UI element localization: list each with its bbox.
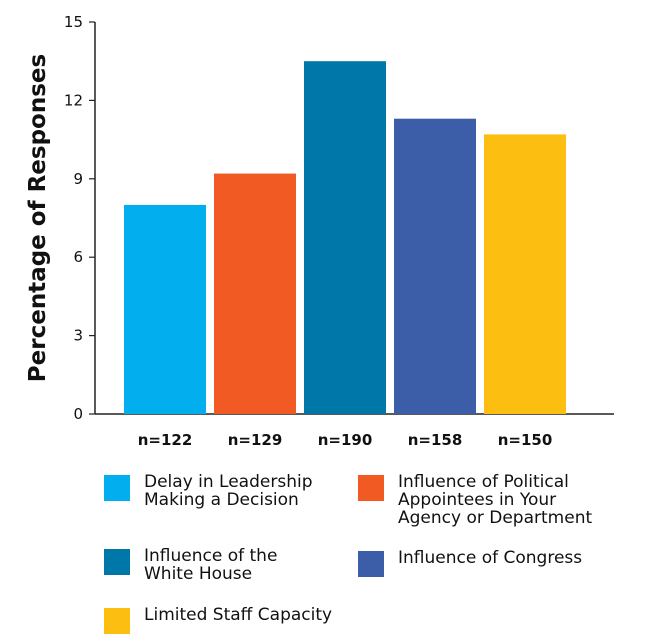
bar-2 <box>214 173 296 414</box>
axis-layer: 0 3 6 9 12 15 Percentage of Responses <box>25 13 614 423</box>
x-tick-label: n=129 <box>228 431 283 449</box>
y-tick-label: 12 <box>64 91 83 109</box>
bar-4 <box>394 118 476 415</box>
y-axis-title: Percentage of Responses <box>25 54 51 382</box>
y-tick-label: 0 <box>73 405 83 423</box>
x-tick-label: n=190 <box>318 431 373 449</box>
bar-layer <box>124 61 566 415</box>
bar-1 <box>124 204 206 414</box>
y-tick-label: 6 <box>73 248 83 266</box>
x-tick-label: n=158 <box>408 431 463 449</box>
y-tick-label: 15 <box>64 13 83 31</box>
y-tick-label: 3 <box>73 327 83 345</box>
x-tick-label: n=150 <box>498 431 553 449</box>
y-tick-label: 9 <box>73 170 83 188</box>
bar-5 <box>484 134 566 414</box>
bar-3 <box>304 61 386 414</box>
x-tick-label: n=122 <box>138 431 193 449</box>
label-layer: n=122 n=129 n=190 n=158 n=150 <box>138 431 553 449</box>
